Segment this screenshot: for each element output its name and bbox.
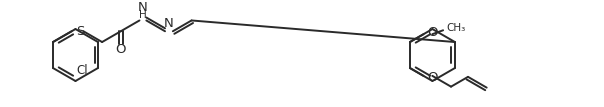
Text: S: S xyxy=(77,25,85,38)
Text: O: O xyxy=(115,43,126,56)
Text: N: N xyxy=(164,17,174,30)
Text: N: N xyxy=(138,1,147,14)
Text: O: O xyxy=(428,71,438,84)
Text: H: H xyxy=(138,10,146,20)
Text: O: O xyxy=(428,26,438,39)
Text: CH₃: CH₃ xyxy=(446,23,465,33)
Text: Cl: Cl xyxy=(77,64,88,77)
